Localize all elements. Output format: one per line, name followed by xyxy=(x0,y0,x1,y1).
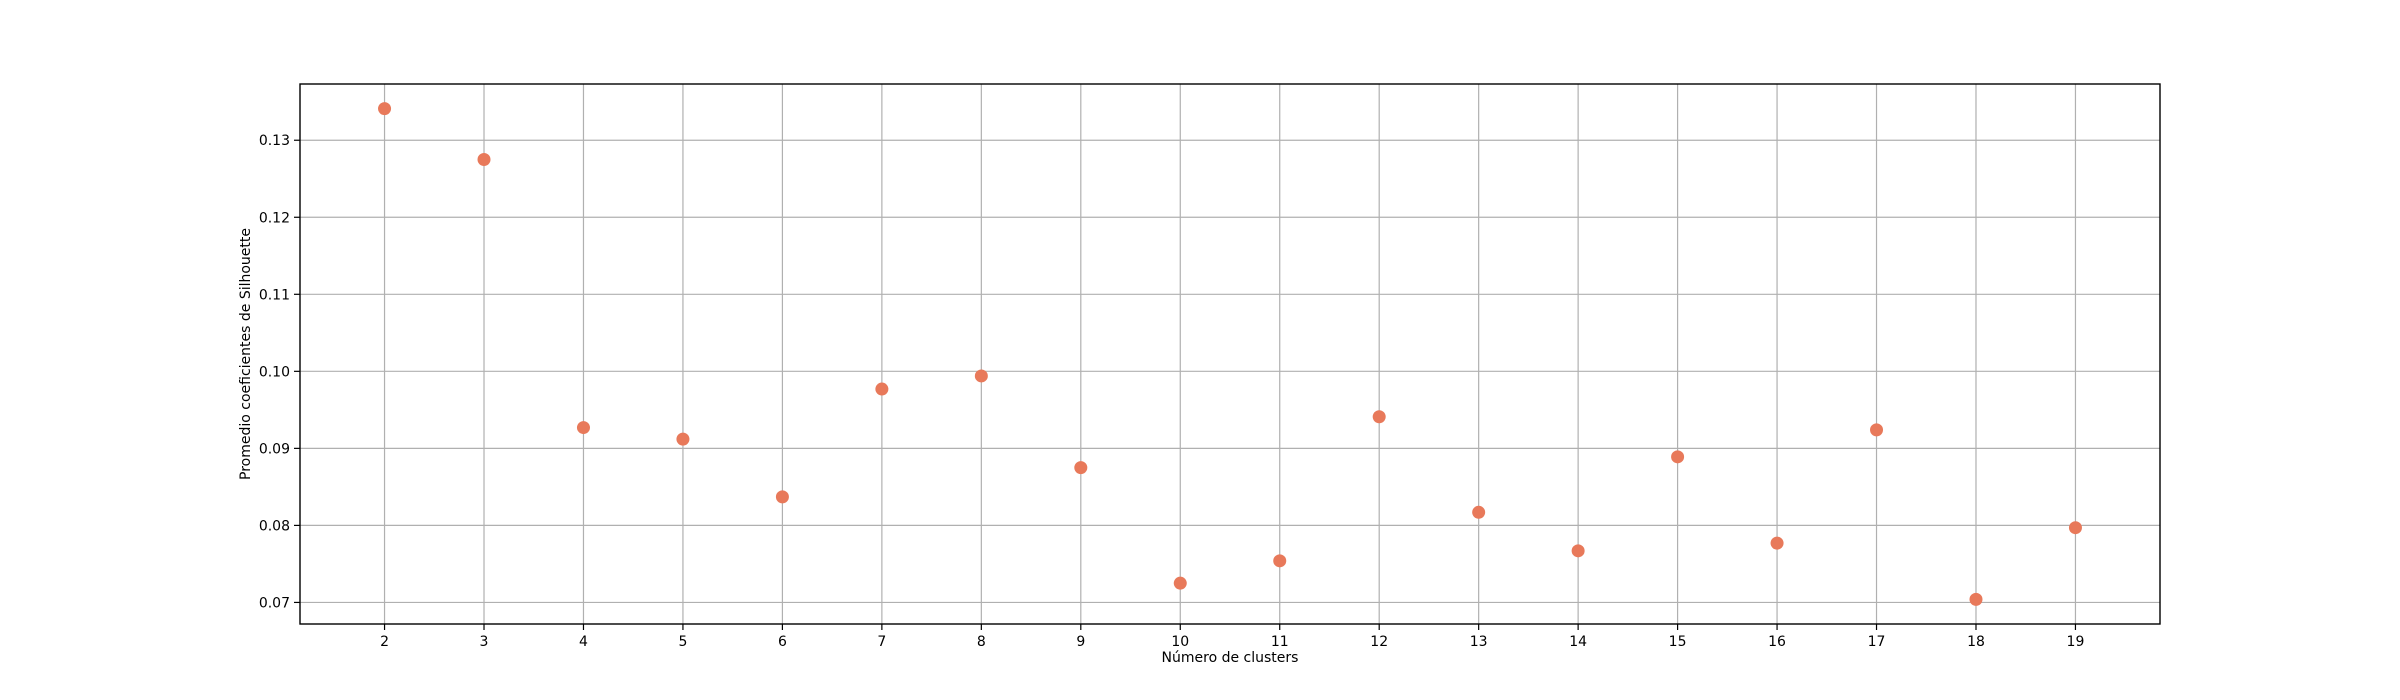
data-point xyxy=(1571,544,1585,558)
x-tick-label: 3 xyxy=(480,634,489,650)
axis-ticks xyxy=(294,139,2077,630)
x-tick-label: 14 xyxy=(1569,634,1587,650)
data-point xyxy=(378,102,392,116)
x-tick-label: 6 xyxy=(778,634,787,650)
y-tick-labels: 0.07 0.08 0.09 0.10 0.11 0.12 0.13 xyxy=(259,133,290,611)
x-tick-label: 18 xyxy=(1967,634,1985,650)
data-points xyxy=(378,102,2082,606)
data-point xyxy=(1870,423,1884,437)
x-tick-labels: 2 3 4 5 6 7 8 9 10 11 12 13 14 15 16 17 18 19 xyxy=(380,634,2084,650)
x-tick-label: 15 xyxy=(1669,634,1687,650)
data-point xyxy=(1472,505,1486,519)
y-tick-label: 0.12 xyxy=(259,210,290,226)
data-point xyxy=(775,490,789,504)
y-tick-label: 0.10 xyxy=(259,364,290,380)
y-tick-label: 0.08 xyxy=(259,518,290,534)
data-point xyxy=(1671,450,1685,464)
y-tick-label: 0.11 xyxy=(259,287,290,303)
x-tick-label: 10 xyxy=(1171,634,1189,650)
y-gridlines xyxy=(300,139,2160,604)
x-axis-label: Número de clusters xyxy=(1162,650,1299,666)
x-tick-label: 7 xyxy=(877,634,886,650)
x-tick-label: 4 xyxy=(579,634,588,650)
data-point xyxy=(1273,554,1287,568)
plot-frame xyxy=(299,83,2161,625)
y-tick-label: 0.09 xyxy=(259,441,290,457)
data-point xyxy=(1173,576,1187,590)
data-point xyxy=(676,432,690,446)
data-point xyxy=(1770,536,1784,550)
data-point xyxy=(1074,461,1088,475)
x-tick-label: 2 xyxy=(380,634,389,650)
data-point xyxy=(1969,592,1983,606)
y-tick-label: 0.13 xyxy=(259,133,290,149)
data-point xyxy=(576,421,590,435)
x-tick-label: 12 xyxy=(1370,634,1388,650)
x-gridlines xyxy=(383,84,2077,624)
x-tick-label: 16 xyxy=(1768,634,1786,650)
x-tick-label: 5 xyxy=(678,634,687,650)
data-point xyxy=(477,152,491,166)
x-tick-label: 17 xyxy=(1868,634,1886,650)
x-tick-label: 11 xyxy=(1271,634,1289,650)
x-tick-label: 8 xyxy=(977,634,986,650)
data-point xyxy=(875,382,889,396)
x-tick-label: 9 xyxy=(1076,634,1085,650)
data-point xyxy=(1372,410,1386,424)
x-tick-label: 13 xyxy=(1470,634,1488,650)
data-point xyxy=(974,369,988,383)
x-tick-label: 19 xyxy=(2067,634,2085,650)
y-axis-label: Promedio coeficientes de Silhouette xyxy=(238,228,254,480)
y-tick-label: 0.07 xyxy=(259,595,290,611)
data-point xyxy=(2068,521,2082,535)
